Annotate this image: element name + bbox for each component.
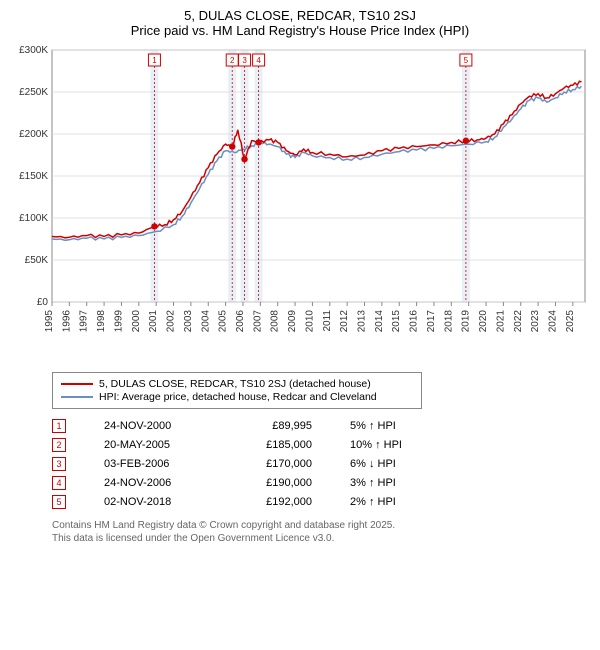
- svg-text:£100K: £100K: [19, 213, 48, 224]
- transaction-pct: 6% ↓ HPI: [350, 458, 430, 470]
- transactions-table: 1 24-NOV-2000 £89,995 5% ↑ HPI 2 20-MAY-2…: [52, 419, 590, 509]
- svg-text:2005: 2005: [218, 310, 229, 333]
- transaction-date: 03-FEB-2006: [104, 458, 204, 470]
- legend-row-hpi: HPI: Average price, detached house, Redc…: [61, 391, 413, 403]
- transaction-price: £192,000: [242, 496, 312, 508]
- svg-text:2015: 2015: [391, 310, 402, 333]
- svg-text:2004: 2004: [200, 310, 211, 333]
- transaction-price: £190,000: [242, 477, 312, 489]
- svg-text:2000: 2000: [131, 310, 142, 333]
- svg-text:2024: 2024: [547, 310, 558, 333]
- svg-text:£50K: £50K: [25, 255, 49, 266]
- svg-text:2022: 2022: [513, 310, 524, 333]
- svg-text:2019: 2019: [461, 310, 472, 333]
- transaction-date: 20-MAY-2005: [104, 439, 204, 451]
- legend-swatch: [61, 383, 93, 385]
- transaction-date: 24-NOV-2000: [104, 420, 204, 432]
- transaction-pct: 10% ↑ HPI: [350, 439, 430, 451]
- transaction-badge: 1: [52, 419, 66, 433]
- svg-text:2017: 2017: [426, 310, 437, 333]
- svg-text:1999: 1999: [113, 310, 124, 333]
- svg-text:2006: 2006: [235, 310, 246, 333]
- svg-text:2014: 2014: [374, 310, 385, 333]
- svg-text:2025: 2025: [565, 310, 576, 333]
- transaction-badge: 4: [52, 476, 66, 490]
- svg-text:1: 1: [152, 56, 157, 65]
- svg-text:1997: 1997: [79, 310, 90, 333]
- svg-text:1995: 1995: [44, 310, 55, 333]
- transaction-price: £170,000: [242, 458, 312, 470]
- transaction-pct: 2% ↑ HPI: [350, 496, 430, 508]
- transaction-badge: 2: [52, 438, 66, 452]
- transaction-badge: 3: [52, 457, 66, 471]
- transaction-row: 2 20-MAY-2005 £185,000 10% ↑ HPI: [52, 438, 590, 452]
- footer: Contains HM Land Registry data © Crown c…: [52, 519, 590, 545]
- transaction-date: 02-NOV-2018: [104, 496, 204, 508]
- svg-text:£200K: £200K: [19, 129, 48, 140]
- svg-text:2016: 2016: [409, 310, 420, 333]
- transaction-pct: 5% ↑ HPI: [350, 420, 430, 432]
- transaction-row: 1 24-NOV-2000 £89,995 5% ↑ HPI: [52, 419, 590, 433]
- svg-text:2012: 2012: [339, 310, 350, 333]
- svg-text:2008: 2008: [270, 310, 281, 333]
- svg-text:5: 5: [464, 56, 469, 65]
- legend-label: 5, DULAS CLOSE, REDCAR, TS10 2SJ (detach…: [99, 378, 371, 390]
- svg-text:2002: 2002: [166, 310, 177, 333]
- svg-text:2003: 2003: [183, 310, 194, 333]
- transaction-price: £89,995: [242, 420, 312, 432]
- svg-text:2007: 2007: [252, 310, 263, 333]
- chart-area: £0 £50K £100K £150K £200K £250K £300K 1995 1996 1…: [10, 44, 590, 364]
- svg-text:£250K: £250K: [19, 87, 48, 98]
- svg-text:£150K: £150K: [19, 171, 48, 182]
- footer-line: Contains HM Land Registry data © Crown c…: [52, 519, 590, 532]
- svg-text:1996: 1996: [61, 310, 72, 333]
- svg-text:2001: 2001: [148, 310, 159, 333]
- transaction-row: 5 02-NOV-2018 £192,000 2% ↑ HPI: [52, 495, 590, 509]
- transaction-price: £185,000: [242, 439, 312, 451]
- legend-box: 5, DULAS CLOSE, REDCAR, TS10 2SJ (detach…: [52, 372, 422, 409]
- legend-row-property: 5, DULAS CLOSE, REDCAR, TS10 2SJ (detach…: [61, 378, 413, 390]
- svg-text:2009: 2009: [287, 310, 298, 333]
- svg-text:4: 4: [256, 56, 261, 65]
- svg-text:2023: 2023: [530, 310, 541, 333]
- svg-text:2011: 2011: [322, 310, 333, 332]
- footer-line: This data is licensed under the Open Gov…: [52, 532, 590, 545]
- chart-subtitle: Price paid vs. HM Land Registry's House …: [10, 23, 590, 38]
- transaction-row: 4 24-NOV-2006 £190,000 3% ↑ HPI: [52, 476, 590, 490]
- svg-text:2018: 2018: [443, 310, 454, 333]
- svg-text:2: 2: [230, 56, 235, 65]
- transaction-row: 3 03-FEB-2006 £170,000 6% ↓ HPI: [52, 457, 590, 471]
- legend-label: HPI: Average price, detached house, Redc…: [99, 391, 377, 403]
- transaction-date: 24-NOV-2006: [104, 477, 204, 489]
- svg-text:£300K: £300K: [19, 45, 48, 56]
- svg-text:2013: 2013: [357, 310, 368, 333]
- line-chart-svg: £0 £50K £100K £150K £200K £250K £300K 1995 1996 1…: [10, 44, 590, 364]
- svg-text:2020: 2020: [478, 310, 489, 333]
- chart-title: 5, DULAS CLOSE, REDCAR, TS10 2SJ: [10, 8, 590, 23]
- svg-text:£0: £0: [37, 297, 49, 308]
- svg-text:2010: 2010: [304, 310, 315, 333]
- legend-swatch: [61, 396, 93, 398]
- svg-text:2021: 2021: [495, 310, 506, 333]
- transaction-badge: 5: [52, 495, 66, 509]
- svg-text:1998: 1998: [96, 310, 107, 333]
- transaction-pct: 3% ↑ HPI: [350, 477, 430, 489]
- svg-text:3: 3: [242, 56, 247, 65]
